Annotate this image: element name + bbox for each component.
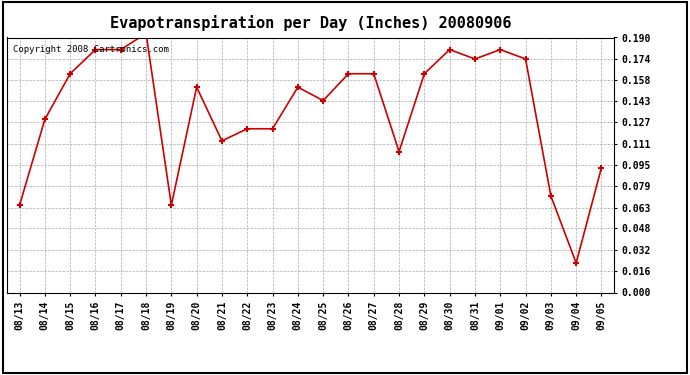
Text: Evapotranspiration per Day (Inches) 20080906: Evapotranspiration per Day (Inches) 2008… xyxy=(110,15,511,31)
Text: Copyright 2008 Cartronics.com: Copyright 2008 Cartronics.com xyxy=(13,45,169,54)
